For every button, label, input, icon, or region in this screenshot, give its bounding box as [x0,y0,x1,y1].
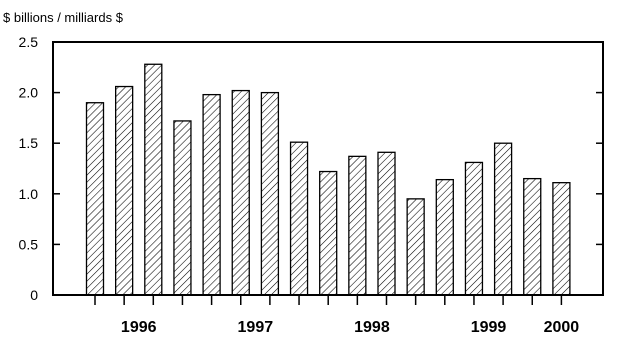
x-year-label: 2000 [544,319,580,336]
bar [348,155,367,296]
bar [435,178,454,296]
x-year-label: 1999 [471,319,507,336]
y-tick-label: 0 [30,287,38,303]
y-tick-label: 2.0 [19,85,39,101]
bar [231,89,250,296]
x-year-label: 1998 [354,319,390,336]
y-axis: 0 0.5 1.0 1.5 2.0 2.5 [19,34,603,303]
bars-group [85,63,571,296]
plot-frame [52,41,604,296]
bar [406,198,425,296]
bar [377,151,396,296]
bar [319,170,338,296]
bar [552,182,571,296]
bar [85,102,105,296]
x-axis: 1996 1997 1998 1999 2000 [94,295,580,336]
bar [202,93,221,296]
bar [115,85,134,296]
x-year-label: 1996 [121,319,157,336]
bar [260,91,280,296]
y-tick-label: 1.0 [19,186,39,202]
x-year-label: 1997 [238,319,274,336]
y-tick-label: 1.5 [19,135,39,151]
y-tick-label: 2.5 [19,34,39,50]
bar [289,141,309,296]
bar [493,142,513,296]
bar [523,177,542,296]
bar [144,63,163,296]
bar [173,120,192,296]
bar [464,161,484,296]
y-axis-title: $ billions / milliards $ [3,10,124,25]
y-tick-label: 0.5 [19,236,39,252]
